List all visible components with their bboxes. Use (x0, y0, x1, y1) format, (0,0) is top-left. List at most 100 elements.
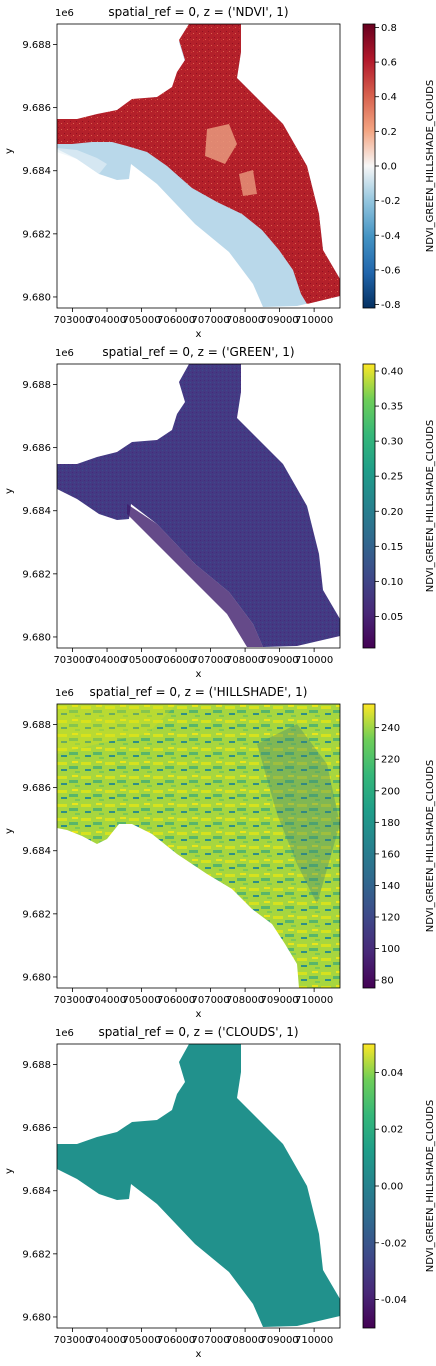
colorbar-tick-label: 0.05 (381, 612, 403, 623)
axes-frame (56, 703, 341, 989)
colorbar-tick-label: -0.02 (381, 1238, 407, 1249)
x-axis-label: x (196, 1349, 202, 1360)
colorbar-tick-label: 0.30 (381, 437, 403, 448)
colorbar-tick-label: 120 (381, 913, 400, 924)
x-tick-label: 703000 (53, 1335, 91, 1346)
colorbar: 80 100 120 140 160 180 200 220 240 NDVI_GREEN_HIL… (362, 703, 436, 989)
y-tick-label: 9.684 (22, 846, 51, 857)
hillshade-region (57, 704, 340, 988)
green-region (57, 364, 340, 647)
raster-image (57, 364, 340, 647)
x-tick-label: 703000 (53, 315, 91, 326)
x-tick-label: 708000 (226, 995, 264, 1006)
y-offset-label: 1e6 (55, 348, 74, 359)
y-tick-label: 9.686 (22, 103, 51, 114)
colorbar-tick-label: 0.25 (381, 472, 403, 483)
colorbar-tick-label: 200 (381, 786, 400, 797)
lit-slope (57, 704, 177, 754)
colorbar-tick-label: 140 (381, 881, 400, 892)
colorbar-tick-label: -0.8 (381, 300, 401, 311)
x-tick-label: 705000 (122, 655, 160, 666)
y-tick-label: 9.688 (22, 40, 51, 51)
clouds-region (57, 1044, 340, 1327)
x-tick-label: 708000 (226, 655, 264, 666)
x-tick-label: 706000 (157, 315, 195, 326)
colorbar-tick-label: 0.8 (381, 23, 397, 34)
colorbar-tick-label: 0.4 (381, 92, 397, 103)
x-tick-label: 704000 (88, 655, 126, 666)
y-tick-label: 9.680 (22, 632, 51, 643)
colorbar-tick-label: 220 (381, 755, 400, 766)
x-tick-label: 709000 (261, 995, 299, 1006)
plot-area: 7030007040007050007060007070007080007090… (4, 348, 341, 680)
y-tick-label: 9.688 (22, 380, 51, 391)
x-tick-label: 707000 (191, 1335, 229, 1346)
x-axis-label: x (196, 1009, 202, 1020)
colorbar: -0.04 -0.02 0.00 0.02 0.04 NDVI_GREEN_HILLSHA… (362, 1043, 436, 1329)
x-tick-label: 708000 (226, 1335, 264, 1346)
panel-2: spatial_ref = 0, z = ('GREEN', 1)7030007… (4, 345, 436, 680)
y-axis-label: y (4, 828, 15, 834)
x-tick-label: 703000 (53, 995, 91, 1006)
chart-title: spatial_ref = 0, z = ('HILLSHADE', 1) (90, 685, 308, 699)
colorbar-gradient (362, 703, 376, 989)
plot-area: 7030007040007050007060007070007080007090… (4, 688, 341, 1020)
colorbar-tick-label: 0.40 (381, 367, 403, 378)
plot-area: 7030007040007050007060007070007080007090… (4, 8, 341, 340)
axes-frame (56, 23, 341, 309)
bare-patch (239, 170, 257, 196)
x-tick-label: 709000 (261, 1335, 299, 1346)
panel-3: spatial_ref = 0, z = ('HILLSHADE', 1)703… (4, 685, 436, 1020)
shaded-slope (257, 724, 340, 904)
colorbar-tick-label: -0.2 (381, 196, 401, 207)
panel-1: spatial_ref = 0, z = ('NDVI', 1)70300070… (4, 5, 436, 340)
x-tick-label: 703000 (53, 655, 91, 666)
colorbar-label: NDVI_GREEN_HILLSHADE_CLOUDS (425, 1100, 436, 1272)
x-tick-label: 704000 (88, 315, 126, 326)
bare-patch (205, 124, 237, 164)
y-tick-label: 9.688 (22, 1060, 51, 1071)
colorbar-tick-label: 180 (381, 818, 400, 829)
water-region (127, 504, 263, 647)
y-tick-label: 9.680 (22, 972, 51, 983)
colorbar-tick-label: 0.6 (381, 58, 397, 69)
x-tick-label: 707000 (191, 655, 229, 666)
colorbar-tick-label: 0.35 (381, 402, 403, 413)
x-tick-label: 706000 (157, 1335, 195, 1346)
y-tick-label: 9.680 (22, 1312, 51, 1323)
colorbar-label: NDVI_GREEN_HILLSHADE_CLOUDS (425, 80, 436, 252)
y-tick-label: 9.686 (22, 443, 51, 454)
y-axis-label: y (4, 148, 15, 154)
x-tick-label: 709000 (261, 315, 299, 326)
y-offset-label: 1e6 (55, 1028, 74, 1039)
colorbar-label: NDVI_GREEN_HILLSHADE_CLOUDS (425, 420, 436, 592)
x-tick-label: 710000 (295, 315, 333, 326)
raster-image (57, 1044, 340, 1327)
colorbar-tick-label: 0.00 (381, 1182, 403, 1193)
x-tick-label: 704000 (88, 995, 126, 1006)
x-tick-label: 705000 (122, 1335, 160, 1346)
colorbar-tick-label: 0.04 (381, 1068, 403, 1079)
y-axis-label: y (4, 488, 15, 494)
x-tick-label: 707000 (191, 315, 229, 326)
panel-4: spatial_ref = 0, z = ('CLOUDS', 1)703000… (4, 1025, 436, 1360)
y-tick-label: 9.682 (22, 1249, 51, 1260)
colorbar-tick-label: 100 (381, 944, 400, 955)
chart-title: spatial_ref = 0, z = ('GREEN', 1) (102, 345, 294, 359)
x-tick-label: 708000 (226, 315, 264, 326)
colorbar-tick-label: -0.04 (381, 1295, 407, 1306)
y-tick-label: 9.688 (22, 720, 51, 731)
colorbar-tick-label: -0.4 (381, 231, 401, 242)
x-tick-label: 710000 (295, 1335, 333, 1346)
x-axis-label: x (196, 329, 202, 340)
plot-area: 7030007040007050007060007070007080007090… (4, 1028, 341, 1360)
x-tick-label: 705000 (122, 315, 160, 326)
raster-image (57, 704, 340, 988)
x-tick-label: 706000 (157, 995, 195, 1006)
y-tick-label: 9.682 (22, 909, 51, 920)
colorbar-label: NDVI_GREEN_HILLSHADE_CLOUDS (425, 760, 436, 932)
colorbar-gradient (362, 363, 376, 649)
x-tick-label: 704000 (88, 1335, 126, 1346)
axes-frame (56, 1043, 341, 1329)
